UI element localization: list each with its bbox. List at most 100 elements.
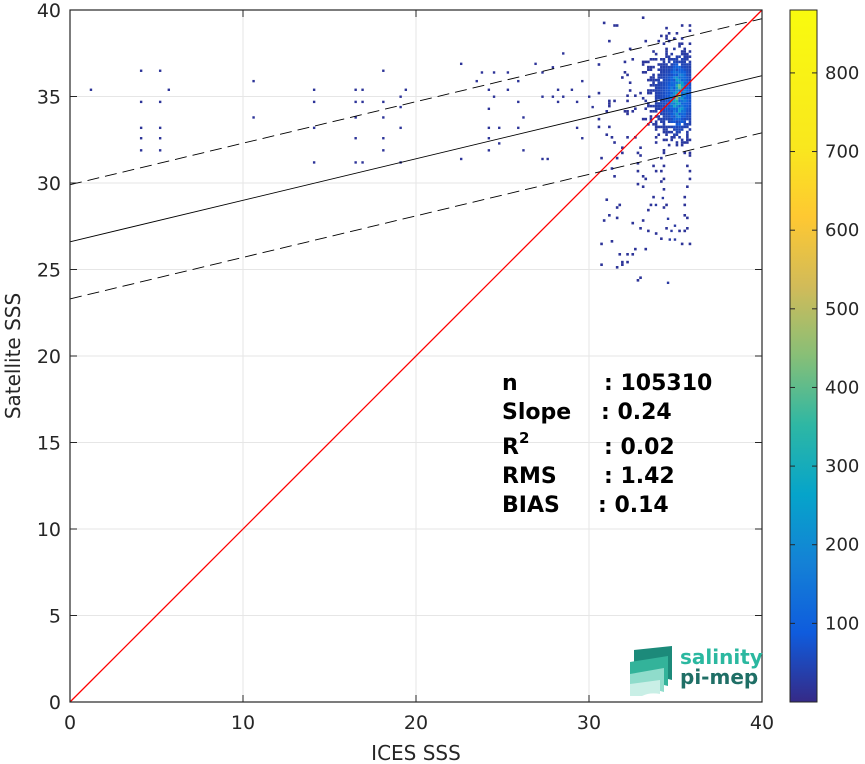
density-cell bbox=[634, 94, 637, 98]
density-cell bbox=[615, 216, 619, 220]
density-cell bbox=[686, 86, 689, 90]
x-tick-label: 10 bbox=[231, 712, 255, 734]
density-point bbox=[252, 116, 255, 119]
density-point bbox=[575, 100, 579, 104]
density-cell bbox=[654, 91, 658, 95]
density-cell bbox=[688, 42, 692, 46]
density-cell bbox=[662, 60, 666, 64]
density-cell bbox=[670, 73, 674, 77]
density-cell bbox=[660, 73, 663, 77]
density-cell bbox=[660, 81, 663, 85]
density-point bbox=[588, 95, 591, 98]
density-cell bbox=[662, 104, 666, 108]
density-cell bbox=[608, 214, 611, 217]
density-cell bbox=[670, 71, 674, 74]
density-cell bbox=[652, 110, 655, 113]
density-cell bbox=[683, 214, 687, 217]
density-cell bbox=[657, 102, 661, 105]
density-cell bbox=[597, 63, 601, 66]
y-tick-label: 20 bbox=[37, 346, 61, 368]
density-cell bbox=[688, 50, 692, 53]
colorbar-tick-label: 700 bbox=[825, 142, 859, 163]
density-cell bbox=[660, 84, 663, 87]
density-cell bbox=[634, 247, 637, 251]
density-cell bbox=[665, 52, 668, 56]
logo-wave-icon bbox=[630, 646, 672, 696]
density-cell bbox=[673, 65, 676, 69]
colorbar bbox=[789, 9, 818, 703]
stat-slope-value: : 0.24 bbox=[601, 400, 672, 425]
density-cell bbox=[675, 110, 679, 113]
density-cell bbox=[631, 110, 635, 113]
stat-n-label: n bbox=[502, 371, 518, 396]
density-cell bbox=[686, 112, 689, 116]
density-cell bbox=[673, 81, 676, 85]
colorbar-tick-label: 300 bbox=[825, 456, 859, 477]
x-tick-label: 40 bbox=[750, 712, 774, 734]
density-cell bbox=[680, 37, 684, 40]
density-cell bbox=[660, 86, 663, 90]
y-tick-label: 5 bbox=[49, 606, 61, 628]
density-cell bbox=[686, 58, 689, 61]
density-cell bbox=[678, 125, 681, 129]
density-cell bbox=[654, 232, 658, 235]
density-point bbox=[541, 157, 544, 161]
density-point bbox=[382, 116, 385, 119]
density-cell bbox=[678, 60, 681, 64]
density-cell bbox=[688, 242, 692, 246]
density-cell bbox=[636, 151, 640, 155]
density-cell bbox=[688, 112, 692, 116]
density-cell bbox=[670, 104, 674, 108]
density-cell bbox=[665, 76, 668, 79]
density-cell bbox=[652, 73, 655, 77]
density-cell bbox=[639, 227, 642, 230]
density-cell bbox=[678, 110, 681, 113]
density-point bbox=[354, 116, 357, 119]
density-cell bbox=[673, 86, 676, 90]
density-cell bbox=[680, 71, 684, 74]
y-axis-ticks: 0 5 10 15 20 25 30 35 40 bbox=[37, 0, 762, 714]
density-cell bbox=[670, 78, 674, 82]
density-cell bbox=[680, 91, 684, 95]
density-point bbox=[575, 126, 579, 130]
density-point bbox=[382, 137, 385, 140]
density-cell bbox=[665, 94, 668, 98]
density-cell bbox=[688, 117, 692, 121]
density-cell bbox=[675, 117, 679, 121]
density-cell bbox=[662, 78, 666, 82]
density-cell bbox=[647, 91, 650, 95]
density-cell bbox=[649, 84, 653, 87]
density-cell bbox=[667, 76, 671, 79]
density-cell bbox=[678, 65, 681, 69]
density-cell bbox=[667, 32, 671, 35]
density-cell bbox=[686, 76, 689, 79]
density-point bbox=[551, 95, 555, 98]
density-cell bbox=[686, 130, 689, 134]
density-cell bbox=[667, 68, 671, 72]
density-cell bbox=[608, 125, 611, 129]
density-point bbox=[541, 71, 544, 74]
density-cell bbox=[688, 107, 692, 111]
density-cell bbox=[662, 73, 666, 77]
density-cell bbox=[680, 73, 684, 77]
density-cell bbox=[660, 76, 663, 79]
stat-slope-label: Slope bbox=[502, 400, 571, 425]
density-cell bbox=[688, 94, 692, 98]
density-cell bbox=[667, 78, 671, 82]
density-cell bbox=[680, 58, 684, 61]
y-tick-label: 30 bbox=[37, 173, 61, 195]
density-cell bbox=[670, 130, 674, 134]
density-cell bbox=[686, 73, 689, 77]
density-cell bbox=[675, 73, 679, 77]
density-point bbox=[399, 126, 402, 130]
density-cell bbox=[662, 86, 666, 90]
density-cell bbox=[680, 42, 684, 46]
density-cell bbox=[675, 141, 679, 144]
density-cell bbox=[665, 117, 668, 121]
y-tick-label: 10 bbox=[37, 519, 61, 541]
density-cell bbox=[667, 73, 671, 77]
density-cell bbox=[680, 102, 684, 105]
density-point bbox=[522, 116, 525, 119]
